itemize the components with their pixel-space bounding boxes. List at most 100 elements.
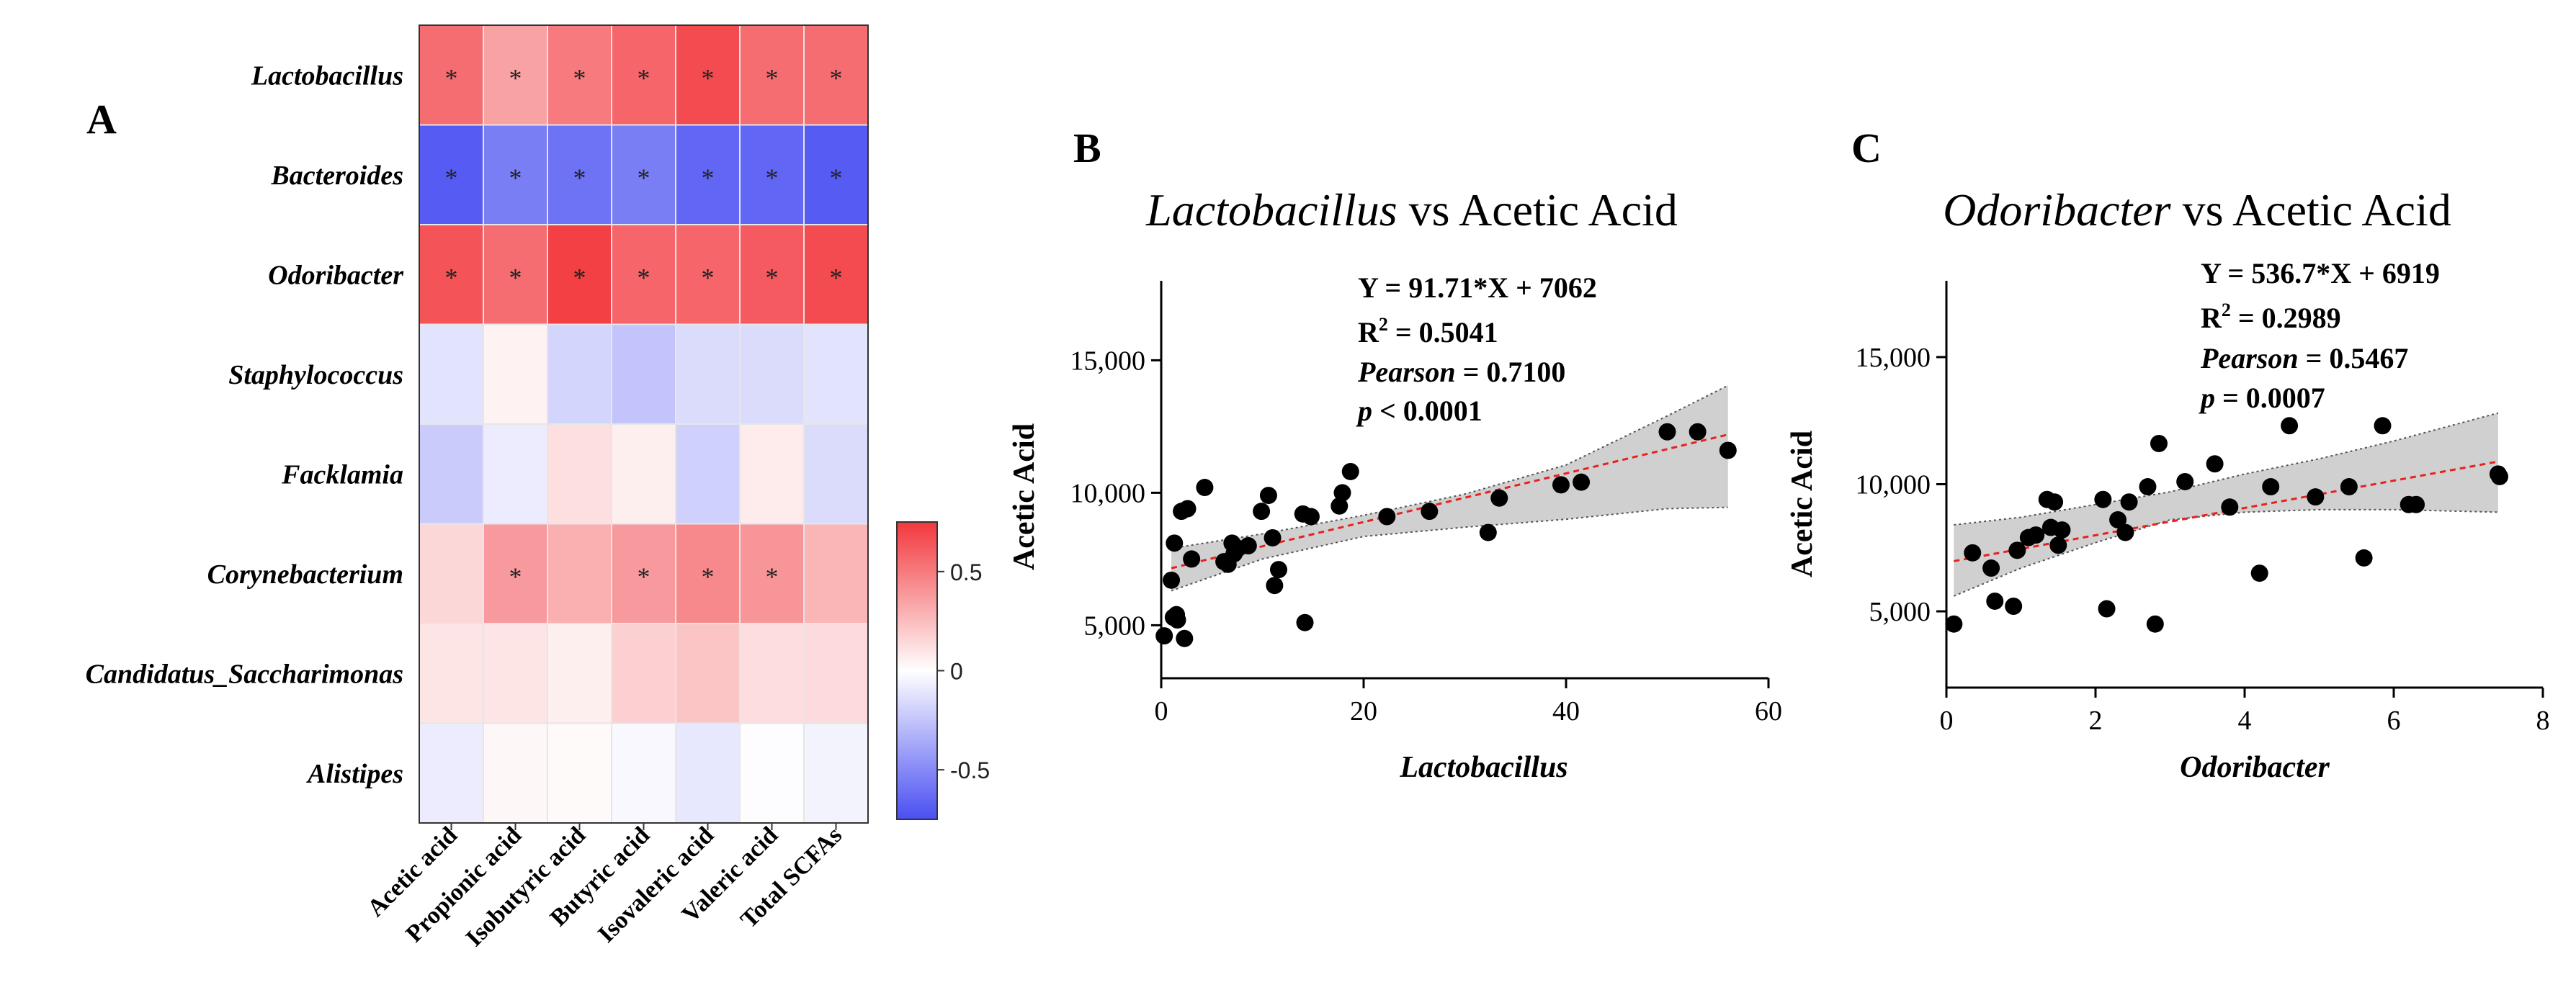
- panel-b-data-point: [1166, 534, 1184, 552]
- panel-c-data-point: [2116, 523, 2134, 541]
- panel-c-r2-sup: 2: [2222, 300, 2231, 320]
- panel-c-pearson: Pearson = 0.5467: [2200, 342, 2408, 374]
- panel-b-y-tick-label: 5,000: [1084, 611, 1146, 641]
- panel-b-regression-line: [1171, 433, 1729, 570]
- panel-b-x-tick-label: 0: [1155, 696, 1168, 726]
- panel-c-title-genus: Odoribacter: [1943, 184, 2172, 235]
- panel-b-data-point: [1264, 528, 1282, 546]
- heatmap-row-label: Odoribacter: [268, 260, 404, 290]
- significance-marker: *: [509, 63, 522, 92]
- panel-c-x-tick-label: 8: [2536, 706, 2550, 736]
- panel-b-r2-prefix: R: [1358, 316, 1379, 348]
- panel-b-xlabel: Lactobacillus: [1399, 751, 1567, 784]
- panel-c-data-point: [2008, 541, 2026, 559]
- significance-marker: *: [445, 163, 458, 192]
- heatmap-row-label: Corynebacterium: [207, 559, 403, 590]
- heatmap-cell: [611, 224, 676, 325]
- significance-marker: *: [766, 562, 779, 591]
- panel-c-data-point: [2490, 467, 2508, 485]
- panel-b-pearson-name: Pearson: [1357, 356, 1456, 388]
- colorbar: 0.5 0 -0.5: [896, 521, 990, 820]
- significance-marker: *: [830, 63, 843, 92]
- panel-c-ylabel: Acetic Acid: [1786, 431, 1819, 577]
- heatmap-cell: [675, 124, 741, 225]
- panel-c-data-point: [2281, 417, 2299, 435]
- panel-b-r2: R2 = 0.5041: [1358, 314, 1498, 348]
- panel-b-x-tick-label: 60: [1755, 696, 1782, 726]
- heatmap-cell: [483, 323, 548, 425]
- panel-c-r2-prefix: R: [2201, 302, 2222, 334]
- panel-c-title-rest: vs Acetic Acid: [2171, 184, 2451, 235]
- heatmap-cell: [611, 722, 676, 824]
- panel-c-data-point: [2005, 598, 2023, 615]
- panel-c-data-point: [2355, 549, 2373, 567]
- panel-b-r2-value: = 0.5041: [1388, 316, 1498, 348]
- heatmap-cell: [547, 722, 612, 824]
- panel-b-stats: Y = 91.71*X + 7062 R2 = 0.5041 Pearson =…: [1356, 271, 1597, 427]
- heatmap-cell: [803, 722, 869, 824]
- panel-c-data-point: [2046, 493, 2064, 511]
- panel-b-y-tick-label: 15,000: [1070, 346, 1146, 376]
- panel-c-y-tick-label: 15,000: [1856, 343, 1931, 373]
- heatmap-row-label: Facklamia: [281, 459, 403, 490]
- heatmap-cell: [419, 423, 484, 525]
- panel-c-data-point: [2139, 478, 2157, 496]
- panel-c-data-point: [2176, 472, 2194, 490]
- panel-c-r2-value: = 0.2989: [2231, 302, 2341, 334]
- panel-b-data-point: [1155, 627, 1173, 645]
- panel-c-data-point: [2250, 564, 2268, 582]
- significance-marker: *: [509, 263, 522, 292]
- heatmap-row-label: Bacteroides: [270, 161, 403, 191]
- panel-c-data-point: [2027, 526, 2045, 544]
- panel-b-data-point: [1479, 523, 1497, 541]
- panel-c-r2: R2 = 0.2989: [2201, 300, 2341, 334]
- panel-b-data-point: [1163, 571, 1181, 589]
- heatmap-cell: [803, 523, 869, 624]
- significance-marker: *: [573, 163, 586, 192]
- panel-c-y-tick-label: 10,000: [1856, 470, 1931, 500]
- significance-marker: *: [445, 63, 458, 92]
- colorbar-tick-label: -0.5: [950, 757, 990, 783]
- heatmap-cell: [419, 523, 484, 624]
- panel-c-x-tick-label: 4: [2238, 706, 2252, 736]
- panel-b-data-point: [1573, 473, 1591, 491]
- heatmap-cell: [483, 423, 548, 525]
- scatter-plot-c: 0 2 4 6 8 5,000 10,000 15,000: [1856, 281, 2550, 736]
- panel-c-data-point: [2094, 490, 2112, 508]
- panel-c-data-point: [1964, 544, 1982, 562]
- significance-marker: *: [766, 263, 779, 292]
- panel-b-title: Lactobacillus vs Acetic Acid: [1145, 184, 1678, 235]
- panel-b-equation: Y = 91.71*X + 7062: [1358, 271, 1597, 304]
- heatmap-cell: [675, 323, 741, 425]
- panel-b-data-point: [1331, 497, 1349, 515]
- panel-b-data-point: [1168, 611, 1186, 629]
- heatmap-cell: [739, 224, 805, 325]
- panel-b-pearson-value: = 0.7100: [1456, 356, 1566, 388]
- panel-b-y-tick-label: 10,000: [1070, 478, 1146, 508]
- panel-c-equation: Y = 536.7*X + 6919: [2201, 257, 2440, 289]
- heatmap-cell: [675, 224, 741, 325]
- panel-b-r2-sup: 2: [1379, 314, 1388, 335]
- panel-b-ci-band: [1171, 385, 1728, 591]
- heatmap-cell: [419, 722, 484, 824]
- panel-c-data-point: [2120, 493, 2138, 511]
- panel-c-data-point: [2206, 455, 2224, 473]
- panel-c-x-tick-label: 6: [2387, 706, 2401, 736]
- panel-c-data-point: [2109, 510, 2127, 528]
- heatmap-row-label: Lactobacillus: [251, 60, 403, 91]
- panel-c-data-point: [1986, 592, 2004, 610]
- panel-b-ci-upper: [1171, 384, 1729, 549]
- panel-b-p: p < 0.0001: [1356, 395, 1482, 427]
- panel-c-ci-upper: [1954, 412, 2499, 526]
- heatmap-cell: [483, 523, 548, 624]
- heatmap: * * * * * * * Lactobacillus * * * * * * * Bacteroides * *…: [86, 24, 869, 952]
- panel-c-ci-lower: [1953, 508, 2498, 597]
- panel-c-p-value: = 0.0007: [2215, 382, 2325, 414]
- panel-c-x-tick-label: 2: [2089, 706, 2103, 736]
- colorbar-bar: [896, 521, 938, 820]
- panel-b-data-point: [1196, 479, 1214, 497]
- significance-marker: *: [573, 263, 586, 292]
- panel-b-title-genus: Lactobacillus: [1145, 184, 1397, 235]
- significance-marker: *: [638, 163, 650, 192]
- heatmap-cell: [419, 24, 484, 126]
